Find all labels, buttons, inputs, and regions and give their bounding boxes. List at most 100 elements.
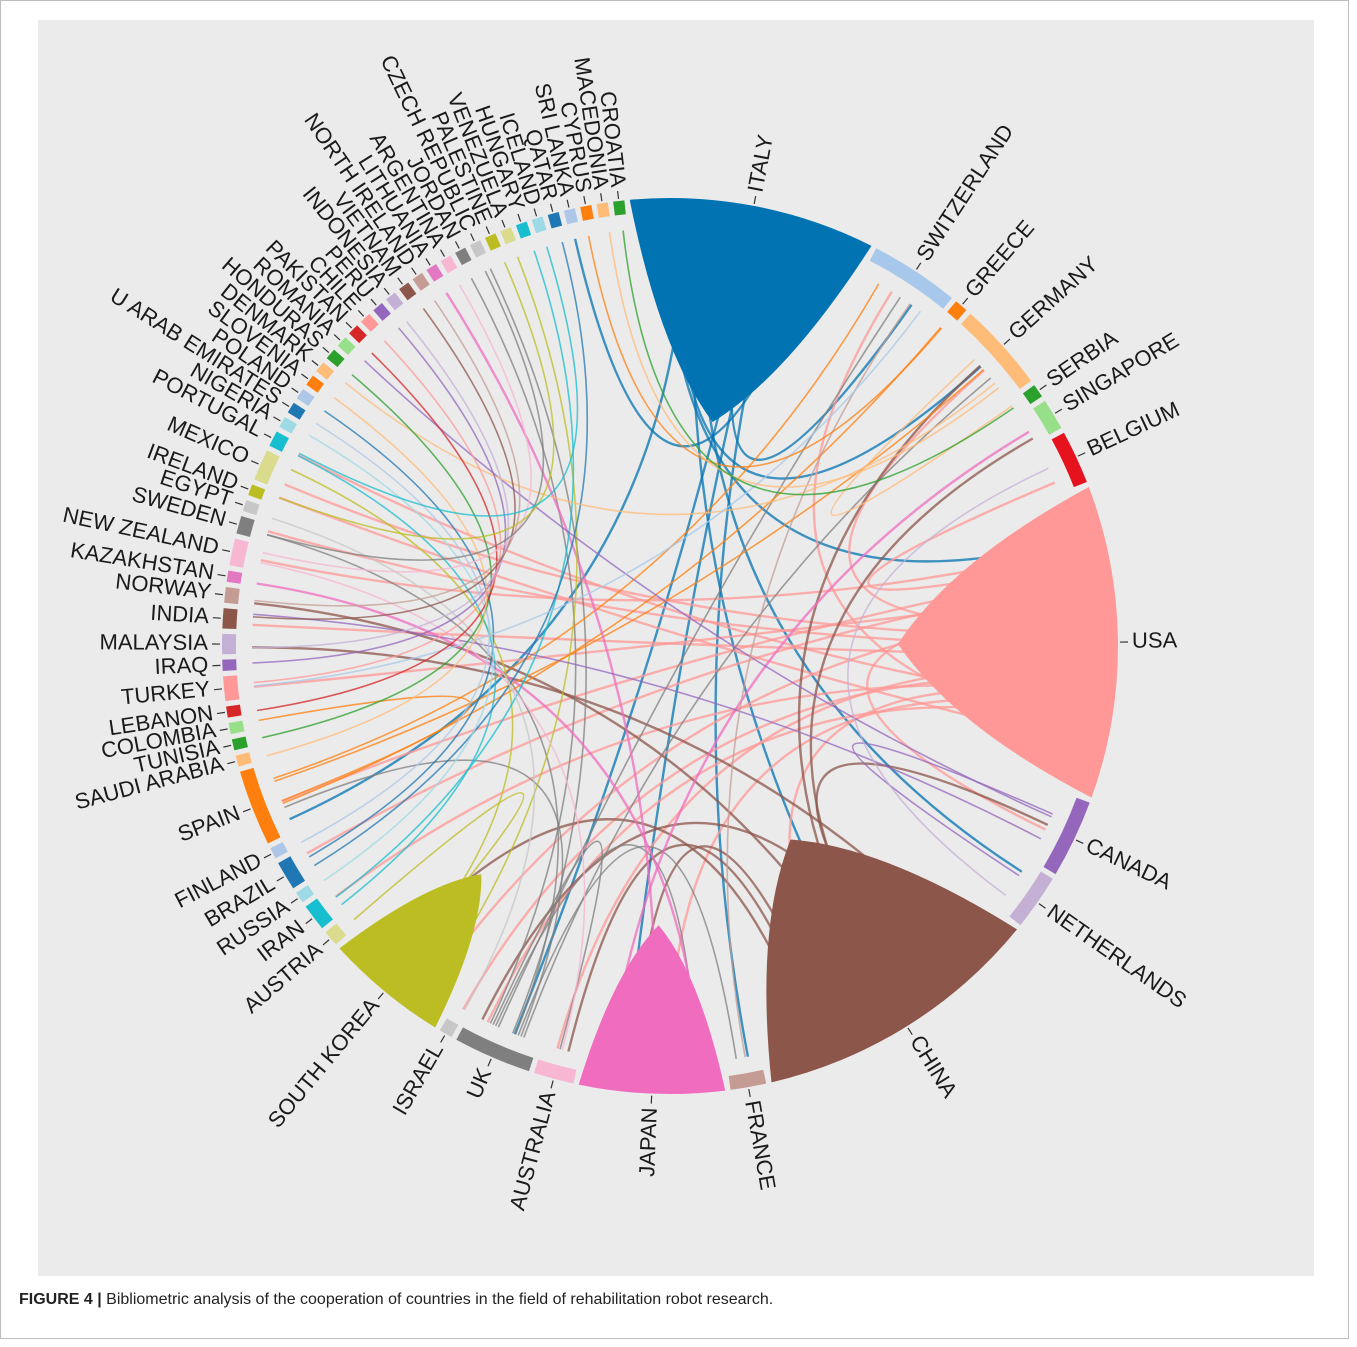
arc-u-arab-emirates xyxy=(287,402,306,420)
ribbon-iran-portugal xyxy=(297,454,497,906)
arc-sri-lanka xyxy=(563,208,578,225)
ribbon-usa-ireland xyxy=(278,496,1078,744)
ribbon-uk-czech-republic xyxy=(489,268,587,1034)
arc-czech-republic xyxy=(469,240,487,258)
tick-norway xyxy=(214,593,224,596)
tick-tunisia xyxy=(223,744,232,748)
label-india: INDIA xyxy=(150,600,210,629)
tick-croatia xyxy=(617,190,620,200)
tick-sweden xyxy=(228,521,237,525)
ribbon-uk-germany xyxy=(523,377,992,1038)
tick-austria xyxy=(322,939,330,946)
ribbon-israel-egypt xyxy=(271,517,536,1011)
ribbon-germany-macedonia xyxy=(608,232,1000,488)
label-canada: CANADA xyxy=(1082,832,1176,894)
tick-ireland xyxy=(240,485,249,490)
arc-romania xyxy=(337,337,356,355)
tick-lithuania xyxy=(425,258,431,266)
ribbon-finland-u-arab-emirates xyxy=(300,422,491,844)
tick-netherlands xyxy=(1038,903,1046,909)
tick-peru xyxy=(370,298,377,306)
ribbon-spain-switzerland xyxy=(273,283,880,780)
arc-germany xyxy=(961,313,1032,390)
label-spain: SPAIN xyxy=(174,800,243,847)
ribbon-switzerland-turkey xyxy=(253,310,922,687)
chord-diagram: ITALY SWITZERLANDGREECEGERMANYSERBIASINGA… xyxy=(61,51,1192,1213)
ribbon-canada-romania xyxy=(363,360,1052,818)
tick-turkey xyxy=(214,688,223,691)
caption-text: Bibliometric analysis of the cooperation… xyxy=(106,1291,774,1308)
ribbon-spain-greece xyxy=(282,326,942,805)
tick-greece xyxy=(962,297,969,305)
arc-canada xyxy=(1043,797,1090,875)
tick-colombia xyxy=(219,728,228,731)
ribbon-malaysia-indonesia xyxy=(251,320,510,649)
ribbon-turkey-chile xyxy=(253,340,502,684)
ribbon-ireland-palestine xyxy=(278,261,555,540)
tick-chile xyxy=(357,310,365,317)
label-germany: GERMANY xyxy=(1003,251,1103,344)
arc-usa xyxy=(897,486,1118,798)
ribbon-uk-jordan xyxy=(470,277,577,1024)
arc-india xyxy=(222,608,238,630)
chord-arcs xyxy=(222,198,1118,1094)
tick-venezuela xyxy=(501,219,506,228)
arc-uk xyxy=(456,1027,534,1072)
ribbon-serbia-croatia xyxy=(622,230,1015,496)
tick-saudi-arabia xyxy=(227,761,236,765)
tick-france xyxy=(748,1088,751,1098)
arc-sweden xyxy=(236,515,255,537)
tick-iceland xyxy=(533,208,538,217)
ribbon-sweden-czech-republic xyxy=(266,270,545,561)
tick-qatar xyxy=(549,203,554,212)
tick-kazakhstan xyxy=(217,573,226,577)
arc-jordan xyxy=(455,247,472,266)
arc-macedonia xyxy=(596,202,610,218)
ribbon-uk-switzerland xyxy=(497,296,901,1028)
arc-egypt xyxy=(242,500,260,516)
tick-czech-republic xyxy=(470,233,475,242)
arc-kazakhstan xyxy=(226,570,243,584)
arc-italy xyxy=(629,198,872,423)
arc-venezuela xyxy=(500,227,516,245)
arc-lebanon xyxy=(226,704,242,718)
arc-honduras xyxy=(326,349,345,368)
ribbon-germany-serbia xyxy=(830,359,1013,517)
label-china: CHINA xyxy=(905,1031,963,1103)
arc-vietnam xyxy=(399,282,417,301)
ribbon-russia-nigeria xyxy=(308,434,495,882)
tick-nigeria xyxy=(273,416,281,422)
arc-israel xyxy=(439,1018,459,1038)
tick-hungary xyxy=(517,213,522,222)
label-belgium: BELGIUM xyxy=(1083,396,1183,461)
arc-brazil xyxy=(278,856,305,889)
label-usa: USA xyxy=(1132,627,1178,652)
arc-indonesia xyxy=(385,292,404,311)
label-south-korea: SOUTH KOREA xyxy=(263,993,385,1133)
arc-iceland xyxy=(531,216,547,234)
ribbon-brazil-qatar xyxy=(313,241,588,867)
tick-israel xyxy=(440,1035,446,1043)
ribbon-uk-australia xyxy=(492,840,603,1050)
tick-singapore xyxy=(1054,408,1063,414)
tick-jordan xyxy=(454,241,460,249)
arc-ireland xyxy=(248,484,266,500)
arc-nigeria xyxy=(279,416,297,434)
tick-spain xyxy=(242,808,251,813)
arc-cyprus xyxy=(580,204,594,221)
arc-china xyxy=(766,839,1018,1083)
tick-china xyxy=(907,1027,913,1036)
arc-switzerland xyxy=(869,248,952,309)
tick-south-korea xyxy=(377,992,384,1000)
ribbon-uk-spain xyxy=(284,759,564,1037)
tick-honduras xyxy=(322,346,330,354)
arc-peru xyxy=(373,302,391,321)
tick-slovenia xyxy=(301,373,309,380)
tick-brazil xyxy=(276,876,285,882)
arc-singapore xyxy=(1033,400,1062,435)
tick-new-zealand xyxy=(222,549,231,553)
ribbon-australia-new-zealand xyxy=(260,561,586,1051)
arc-denmark xyxy=(316,362,335,380)
tick-switzerland xyxy=(915,262,922,270)
